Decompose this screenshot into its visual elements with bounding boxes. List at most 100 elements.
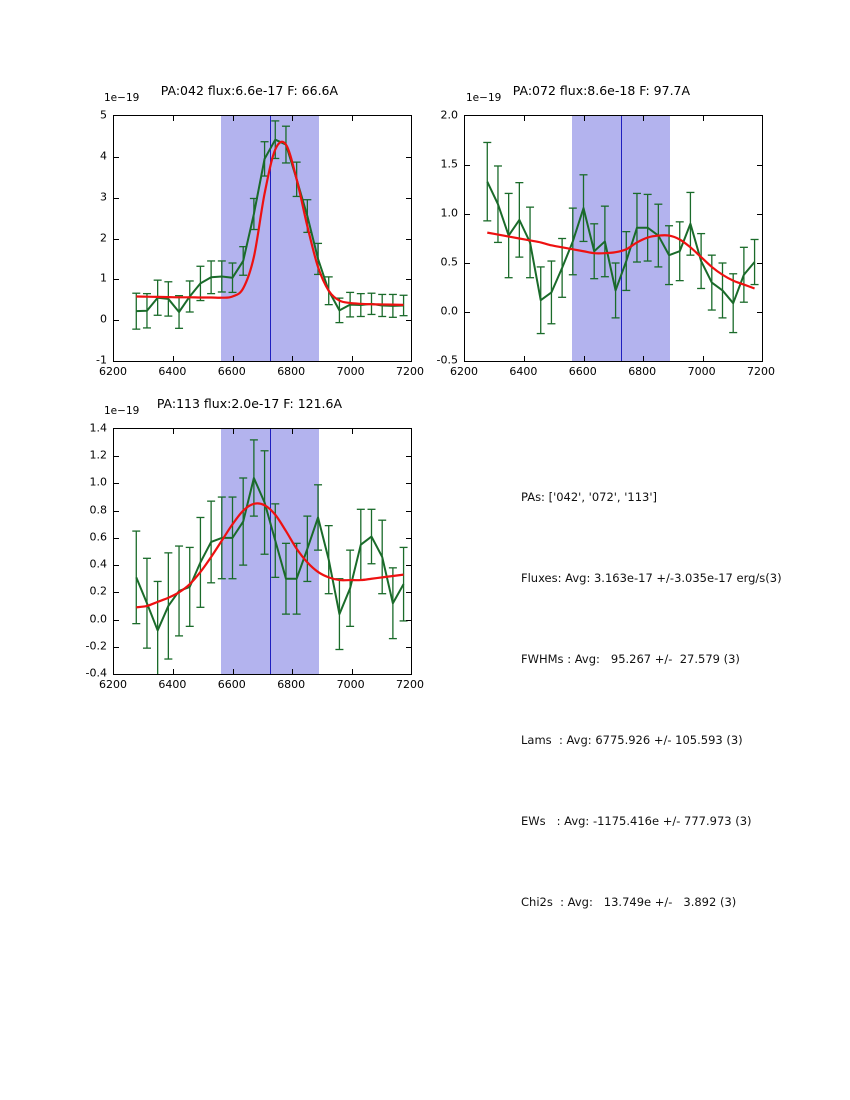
y-axis-tick [406,279,411,281]
y-exponent-label-pa113: 1e−19 [104,405,140,417]
y-axis-tick [465,263,470,264]
y-axis-tick-label: 0.4 [89,557,108,571]
y-axis-tick-label: 1 [100,271,107,285]
x-axis-tick [351,356,353,361]
line-center-marker [269,429,272,674]
y-axis-tick [114,156,119,158]
summary-line-lams: Lams : Avg: 6775.926 +/- 105.593 (3) [521,733,743,747]
y-axis-tick-label: -1 [96,353,107,367]
y-axis-tick-label: 0.5 [440,255,459,269]
y-axis-tick [406,565,411,567]
y-axis-tick [757,165,762,166]
y-axis-tick [406,483,411,485]
y-axis-tick-label: 1.0 [89,475,108,489]
y-axis-tick-label: 0.6 [89,530,108,544]
x-axis-tick [173,116,175,121]
y-axis-tick [465,312,470,313]
x-axis-tick [643,116,645,121]
x-axis-tick [232,429,234,434]
x-axis-tick [232,669,234,674]
summary-statistics: PAs: ['042', '072', '113'] Fluxes: Avg: … [521,430,841,970]
data-series-layer [483,141,759,335]
summary-line-pas: PAs: ['042', '072', '113'] [521,490,658,504]
line-center-marker [269,116,272,361]
summary-line-ews: EWs : Avg: -1175.416e +/- 777.973 (3) [521,814,752,828]
summary-line-fluxes: Fluxes: Avg: 3.163e-17 +/-3.035e-17 erg/… [521,571,782,585]
x-axis-tick [232,116,234,121]
fit-curve [487,231,755,290]
x-axis-tick-label: 7200 [747,365,775,378]
x-axis-tick [292,356,294,361]
y-axis-tick-label: 0.0 [440,304,459,318]
y-axis-tick [406,456,411,458]
y-axis-tick [114,510,119,512]
data-series-layer [132,120,408,330]
x-axis-tick [524,116,526,121]
y-axis-tick [757,214,762,215]
y-axis-tick [114,279,119,281]
y-axis-tick [114,592,119,594]
y-axis-tick [114,456,119,458]
x-axis-tick [173,669,175,674]
x-axis-tick [351,669,353,674]
axes-pa072 [464,115,763,362]
x-axis-tick-label: 7000 [687,365,716,378]
y-axis-tick-label: 0.8 [89,503,108,517]
error-bars [132,439,408,674]
y-axis-tick [406,592,411,594]
x-axis-tick [524,356,526,361]
y-axis-tick-label: 1.5 [440,157,459,171]
error-bars [483,141,759,335]
x-axis-tick-label: 7200 [396,678,424,691]
wavelength-band-highlight [220,116,319,361]
y-axis-tick [114,646,119,648]
y-exponent-label-pa072: 1e−19 [466,92,502,104]
y-axis-tick [114,619,119,621]
wavelength-band-highlight [220,429,319,674]
x-axis-tick [583,116,585,121]
x-axis-tick-label: 6600 [217,678,246,691]
y-axis-tick [406,197,411,199]
x-axis-tick [583,356,585,361]
data-series-layer [132,439,408,674]
y-axis-tick [114,483,119,485]
y-axis-tick [465,165,470,166]
y-axis-tick-label: 1.2 [89,448,108,462]
y-axis-tick-label: -0.4 [85,666,107,680]
x-axis-tick-label: 7000 [336,365,365,378]
plot-panel-pa042: PA:042 flux:6.6e-17 F: 66.6A Lam:6774.4A… [0,0,430,400]
y-axis-tick-label: -0.5 [436,353,458,367]
y-axis-tick-label: 0 [100,312,107,326]
y-axis-tick-label: 5 [100,108,107,122]
y-axis-tick [406,156,411,158]
plot-title-line1: PA:042 flux:6.6e-17 F: 66.6A [160,83,339,98]
x-axis-tick [643,356,645,361]
y-axis-tick [406,320,411,322]
y-axis-tick [406,537,411,539]
y-axis-tick-label: 0.0 [89,612,108,626]
summary-line-fwhms: FWHMs : Avg: 95.267 +/- 27.579 (3) [521,652,740,666]
x-axis-tick [232,356,234,361]
spectrum-line [486,181,756,305]
plot-panel-pa072: PA:072 flux:8.6e-18 F: 97.7A Lam:6882.3A… [0,0,850,400]
y-axis-tick [114,320,119,322]
x-axis-tick-label: 6400 [509,365,538,378]
x-axis-tick-label: 6800 [628,365,657,378]
x-axis-tick-label: 6200 [450,365,478,378]
x-axis-tick [292,669,294,674]
x-axis-tick [173,429,175,434]
x-axis-tick-label: 7000 [336,678,365,691]
plot-title-line1: PA:113 flux:2.0e-17 F: 121.6A [156,396,343,411]
x-axis-tick-label: 6200 [99,678,127,691]
x-axis-tick-label: 6800 [277,365,306,378]
y-axis-tick-label: 1.4 [89,421,108,435]
x-axis-tick [702,356,704,361]
x-axis-tick [292,116,294,121]
y-axis-tick-label: 3 [100,190,107,204]
y-axis-tick [114,537,119,539]
y-axis-tick [757,312,762,313]
x-axis-tick-label: 6600 [568,365,597,378]
axes-pa113 [113,428,412,675]
y-exponent-label-pa042: 1e−19 [104,92,140,104]
